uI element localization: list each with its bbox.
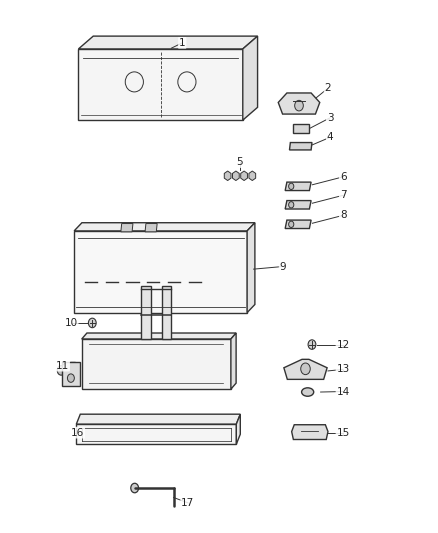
Polygon shape [243,36,258,120]
Polygon shape [292,425,328,440]
Polygon shape [284,359,327,379]
Polygon shape [293,124,309,133]
Polygon shape [285,200,311,209]
Polygon shape [249,171,256,181]
Text: 9: 9 [280,262,286,271]
Circle shape [308,340,316,349]
Circle shape [289,183,294,190]
Text: 12: 12 [336,340,350,350]
Polygon shape [76,414,240,424]
Polygon shape [78,36,258,49]
Text: 14: 14 [336,386,350,397]
Polygon shape [233,171,239,181]
Polygon shape [290,142,312,150]
Polygon shape [231,333,236,389]
Polygon shape [64,362,75,376]
Text: 16: 16 [71,427,84,438]
Text: 1: 1 [179,38,186,48]
Polygon shape [141,286,151,339]
Text: 11: 11 [56,361,69,370]
Polygon shape [241,171,247,181]
Text: 7: 7 [340,190,346,200]
Text: 8: 8 [340,211,346,220]
Polygon shape [82,339,231,389]
Polygon shape [278,93,320,114]
Text: 15: 15 [336,427,350,438]
Polygon shape [145,223,157,232]
Polygon shape [285,220,311,229]
Text: 4: 4 [327,132,333,142]
Circle shape [67,374,74,382]
Text: 6: 6 [340,172,346,182]
Polygon shape [121,223,133,232]
Circle shape [289,221,294,228]
Circle shape [289,201,294,208]
Text: 2: 2 [325,83,331,93]
Polygon shape [247,223,255,313]
Polygon shape [236,414,240,444]
Polygon shape [224,171,231,181]
Circle shape [301,363,310,375]
Polygon shape [78,49,243,120]
Polygon shape [62,361,80,386]
Text: 3: 3 [327,113,333,123]
Circle shape [88,318,96,328]
Circle shape [131,483,138,493]
Text: 13: 13 [336,365,350,374]
Text: 17: 17 [181,498,194,508]
Text: 10: 10 [64,318,78,328]
Polygon shape [162,286,172,339]
Polygon shape [74,231,247,313]
Text: 5: 5 [237,157,243,167]
Polygon shape [76,424,236,444]
Polygon shape [82,333,236,339]
Circle shape [295,100,304,111]
Polygon shape [74,223,255,231]
Ellipse shape [302,388,314,396]
Polygon shape [285,182,311,191]
Circle shape [57,366,65,375]
